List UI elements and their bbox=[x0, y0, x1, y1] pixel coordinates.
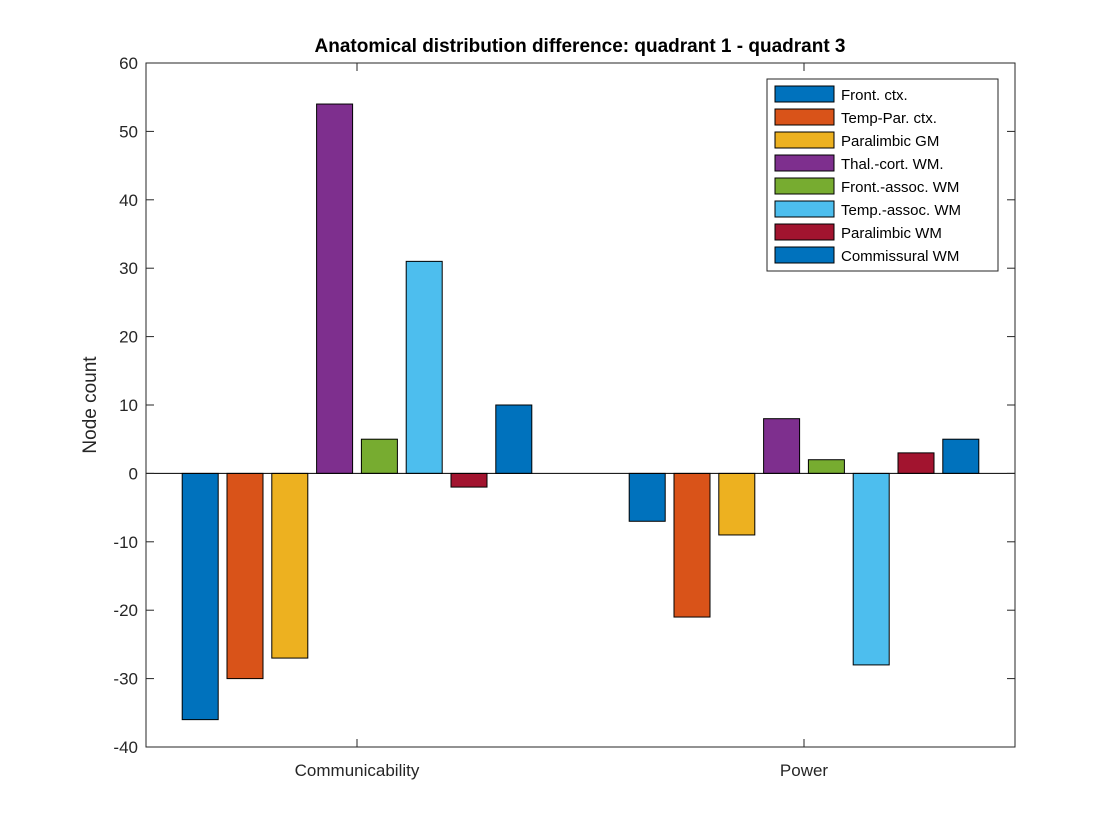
bar-power-commissural-wm bbox=[942, 438, 980, 474]
legend-label-paralimbic-gm: Paralimbic GM bbox=[841, 133, 939, 150]
y-tick-label: 40 bbox=[119, 191, 138, 210]
bar-communicability-paralimbic-wm bbox=[450, 472, 488, 488]
y-tick-label: -30 bbox=[113, 670, 138, 689]
y-tick-label: 0 bbox=[129, 464, 138, 483]
legend-swatch-temp-par-ctx bbox=[774, 108, 835, 126]
bars-layer bbox=[181, 103, 980, 721]
legend-swatch-front-ctx bbox=[774, 85, 835, 103]
legend-label-front-ctx: Front. ctx. bbox=[841, 87, 908, 104]
y-axis-label: Node count bbox=[80, 356, 101, 454]
chart-title: Anatomical distribution difference: quad… bbox=[315, 36, 846, 57]
y-tick-label: 30 bbox=[119, 259, 138, 278]
y-tick-label: -20 bbox=[113, 601, 138, 620]
y-tick-label: 60 bbox=[119, 54, 138, 73]
legend-label-temp-assoc-wm: Temp.-assoc. WM bbox=[841, 202, 961, 219]
bar-communicability-paralimbic-gm bbox=[271, 472, 309, 659]
bar-communicability-front-assoc-wm bbox=[360, 438, 398, 474]
bar-power-paralimbic-gm bbox=[718, 472, 756, 536]
y-tick-label: 10 bbox=[119, 396, 138, 415]
legend-label-temp-par-ctx: Temp-Par. ctx. bbox=[841, 110, 937, 127]
legend-swatch-thal-cort-wm bbox=[774, 154, 835, 172]
bar-communicability-commissural-wm bbox=[495, 404, 533, 474]
legend-label-commissural-wm: Commissural WM bbox=[841, 248, 959, 265]
y-tick-label: -40 bbox=[113, 738, 138, 757]
y-axis: -40 -30 -20 -10 0 10 20 30 40 50 60 bbox=[113, 54, 1015, 757]
legend-swatch-commissural-wm bbox=[774, 246, 835, 264]
y-tick-label: 20 bbox=[119, 328, 138, 347]
bar-communicability-temp-par-ctx bbox=[226, 472, 264, 680]
legend-label-paralimbic-wm: Paralimbic WM bbox=[841, 225, 942, 242]
bar-power-front-ctx bbox=[628, 472, 666, 522]
y-tick-label: 50 bbox=[119, 122, 138, 141]
legend-swatch-front-assoc-wm bbox=[774, 177, 835, 195]
bar-communicability-thal-cort-wm bbox=[316, 103, 354, 474]
y-tick-label: -10 bbox=[113, 533, 138, 552]
legend-box bbox=[766, 78, 999, 272]
legend-label-front-assoc-wm: Front.-assoc. WM bbox=[841, 179, 959, 196]
x-axis: Communicability Power bbox=[295, 63, 829, 780]
x-tick-label-power: Power bbox=[780, 761, 829, 780]
bar-power-thal-cort-wm bbox=[763, 418, 801, 474]
bar-communicability-temp-assoc-wm bbox=[405, 260, 443, 474]
legend-swatch-paralimbic-wm bbox=[774, 223, 835, 241]
legend: Front. ctx. Temp-Par. ctx. Paralimbic GM Th… bbox=[766, 78, 999, 272]
bar-communicability-front-ctx bbox=[181, 472, 219, 721]
bar-power-temp-assoc-wm bbox=[852, 472, 890, 666]
legend-swatch-paralimbic-gm bbox=[774, 131, 835, 149]
legend-swatch-temp-assoc-wm bbox=[774, 200, 835, 218]
bar-power-paralimbic-wm bbox=[897, 452, 935, 474]
bar-power-front-assoc-wm bbox=[807, 459, 845, 474]
x-tick-label-communicability: Communicability bbox=[295, 761, 420, 780]
bar-power-temp-par-ctx bbox=[673, 472, 711, 618]
legend-label-thal-cort-wm: Thal.-cort. WM. bbox=[841, 156, 944, 173]
